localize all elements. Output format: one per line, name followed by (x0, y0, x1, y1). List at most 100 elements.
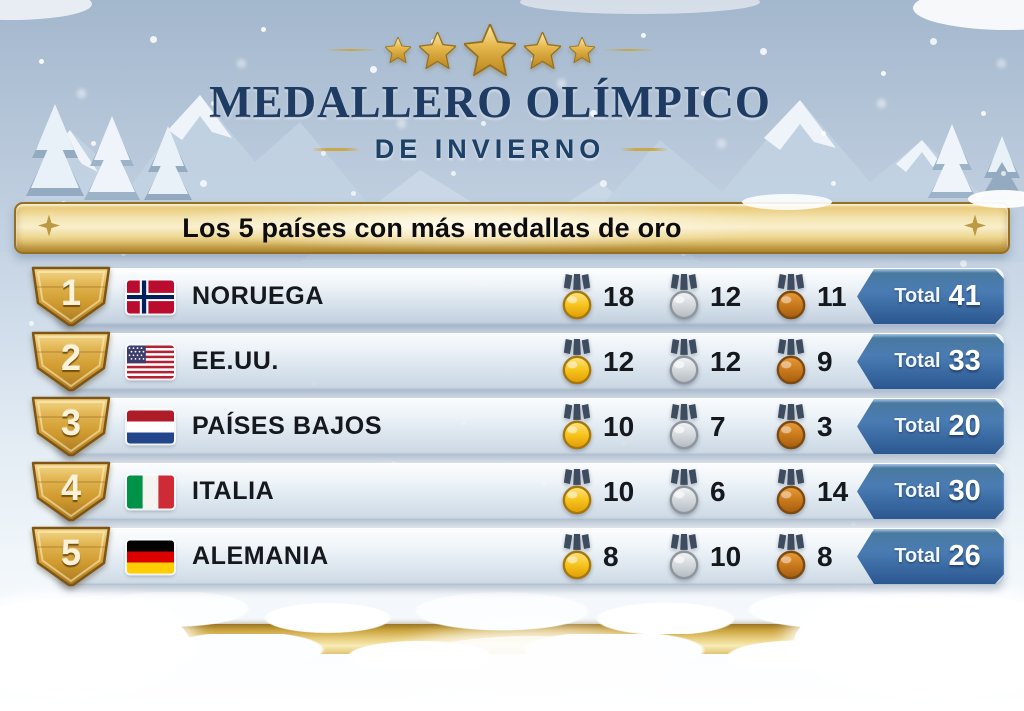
medal-row: 2 EE.UU. 12 12 9 Total (0, 331, 1024, 392)
flag-usa-icon (127, 345, 174, 378)
page-subtitle-row: DE INVIERNO (0, 134, 980, 165)
silver-medal-icon (667, 533, 701, 580)
falling-snow (0, 0, 3, 3)
gold-medal-cell: 8 (560, 533, 648, 580)
gold-medal-icon (560, 273, 594, 320)
silver-count: 12 (710, 280, 742, 312)
rank-number: 1 (60, 272, 82, 313)
silver-medal-cell: 7 (667, 403, 755, 450)
page-subtitle: DE INVIERNO (374, 134, 606, 164)
snow-mound-middle (400, 636, 660, 696)
gold-medal-cell: 18 (560, 273, 648, 320)
silver-count: 6 (710, 475, 726, 507)
total-label: Total (894, 545, 941, 567)
gold-star-icon (385, 37, 411, 63)
silver-medal-cell: 10 (667, 533, 755, 580)
country-name: NORUEGA (192, 282, 324, 310)
gold-count: 8 (603, 540, 619, 572)
medal-row: 1 NORUEGA 18 12 11 Total (0, 266, 1024, 327)
bronze-medal-cell: 9 (774, 338, 862, 385)
medal-row: 4 ITALIA 10 6 14 Total (0, 461, 1024, 522)
bronze-count: 8 (817, 540, 833, 572)
flag-norway-icon (127, 280, 174, 313)
rank-number: 3 (60, 402, 82, 443)
row-bar (58, 333, 1004, 390)
total-label: Total (894, 480, 941, 502)
bronze-medal-icon (774, 403, 808, 450)
silver-medal-icon (667, 403, 701, 450)
bronze-medal-icon (774, 468, 808, 515)
silver-medal-cell: 12 (667, 273, 755, 320)
silver-medal-cell: 12 (667, 338, 755, 385)
subtitle-dash-left (312, 148, 359, 151)
gold-count: 18 (603, 280, 635, 312)
gold-count: 12 (603, 345, 635, 377)
flag-germany-icon (127, 540, 174, 573)
bronze-medal-icon (774, 273, 808, 320)
row-bar (58, 463, 1004, 520)
rank-number: 5 (60, 532, 82, 573)
medal-row: 5 ALEMANIA 8 10 8 Total (0, 526, 1024, 587)
page-title: MEDALLERO OLÍMPICO (209, 77, 771, 127)
medal-counts: 10 6 14 (560, 463, 862, 520)
total-label: Total (894, 415, 941, 437)
row-bar (58, 398, 1004, 455)
medal-counts: 12 12 9 (560, 333, 862, 390)
medal-counts: 8 10 8 (560, 528, 862, 585)
bronze-count: 14 (817, 475, 849, 507)
gold-medal-icon (560, 533, 594, 580)
silver-count: 7 (710, 410, 726, 442)
total-panel: Total 41 (857, 269, 1004, 324)
flag-netherlands-icon (127, 410, 174, 443)
medal-counts: 10 7 3 (560, 398, 862, 455)
total-panel: Total 30 (857, 464, 1004, 519)
silver-medal-icon (667, 338, 701, 385)
total-label: Total (894, 285, 941, 307)
bronze-medal-icon (774, 533, 808, 580)
gold-count: 10 (603, 410, 635, 442)
gold-star-icon (569, 37, 595, 63)
country-name: PAÍSES BAJOS (192, 412, 383, 440)
banner-title: Los 5 países con más medallas de oro (182, 212, 682, 243)
gold-star-icon (524, 31, 561, 69)
total-panel: Total 26 (857, 529, 1004, 584)
bronze-count: 3 (817, 410, 833, 442)
gold-star-icon (419, 31, 456, 69)
section-banner: Los 5 países con más medallas de oro (14, 202, 1010, 254)
banner-snow-clump (742, 194, 832, 210)
silver-medal-icon (667, 273, 701, 320)
gold-count: 10 (603, 475, 635, 507)
silver-medal-icon (667, 468, 701, 515)
bronze-medal-cell: 3 (774, 403, 862, 450)
gold-stars-row (0, 24, 980, 76)
gold-medal-icon (560, 468, 594, 515)
medal-counts: 18 12 11 (560, 268, 862, 325)
total-panel: Total 33 (857, 334, 1004, 389)
gold-medal-icon (560, 403, 594, 450)
bronze-medal-cell: 8 (774, 533, 862, 580)
flag-italy-icon (127, 475, 174, 508)
rank-badge: 2 (28, 330, 114, 394)
bronze-medal-icon (774, 338, 808, 385)
total-label: Total (894, 350, 941, 372)
rank-badge: 1 (28, 265, 114, 329)
row-bar (58, 528, 1004, 585)
gold-medal-cell: 12 (560, 338, 648, 385)
total-value: 30 (948, 475, 981, 507)
gold-medal-icon (560, 338, 594, 385)
rank-badge: 3 (28, 395, 114, 459)
total-value: 33 (948, 345, 981, 377)
silver-count: 12 (710, 345, 742, 377)
medal-row: 3 PAÍSES BAJOS 10 7 3 Tot (0, 396, 1024, 457)
bronze-medal-cell: 11 (774, 273, 862, 320)
country-name: ITALIA (192, 477, 275, 505)
sparkle-star-icon (964, 214, 986, 242)
silver-count: 10 (710, 540, 742, 572)
rank-badge: 4 (28, 460, 114, 524)
total-value: 20 (948, 410, 981, 442)
rank-badge: 5 (28, 525, 114, 589)
country-name: EE.UU. (192, 347, 279, 375)
gold-medal-cell: 10 (560, 468, 648, 515)
total-value: 26 (948, 540, 981, 572)
